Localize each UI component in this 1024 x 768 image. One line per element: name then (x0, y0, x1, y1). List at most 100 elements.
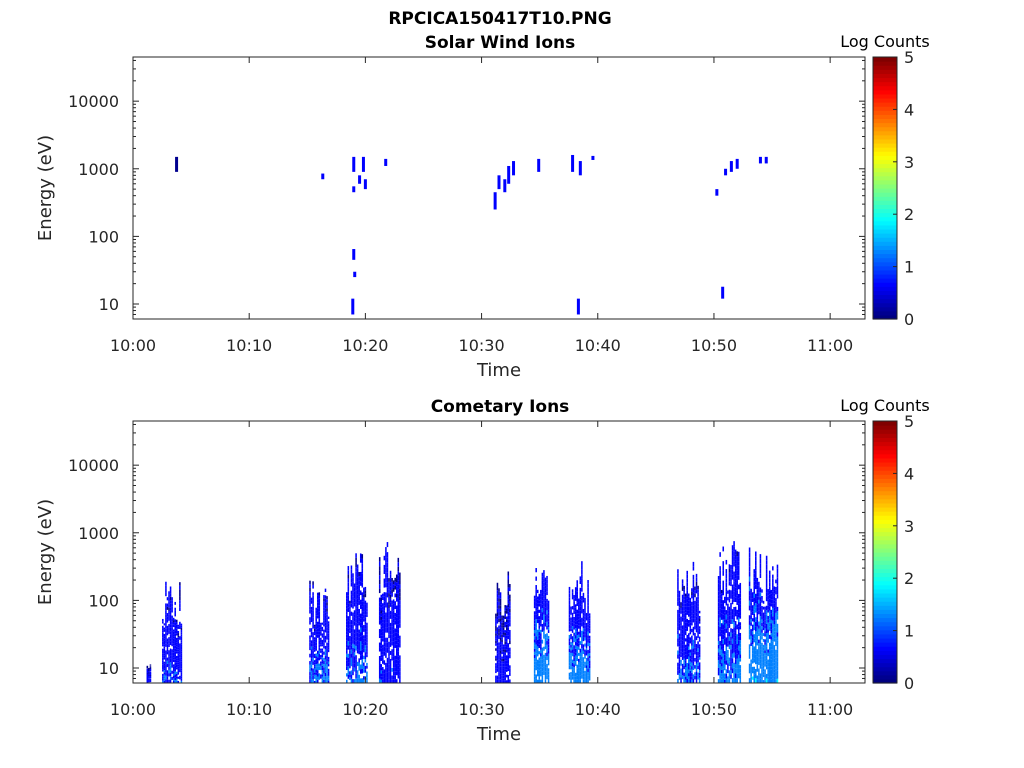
data-cell (570, 609, 572, 612)
data-cell (720, 606, 723, 610)
data-cell (504, 613, 506, 617)
data-cell (309, 606, 311, 610)
data-cell (168, 630, 170, 634)
data-cell (576, 594, 579, 599)
data-cell (359, 655, 362, 660)
data-cell (541, 675, 544, 680)
data-cell (762, 633, 765, 637)
data-cell (764, 617, 766, 621)
data-cell (541, 616, 544, 620)
data-cell (356, 564, 359, 569)
data-cell (358, 580, 360, 585)
data-cell (543, 606, 545, 611)
data-cell (767, 622, 769, 626)
data-cell (166, 638, 169, 642)
data-cell (535, 636, 537, 641)
data-cell (505, 666, 508, 670)
data-cell (346, 598, 348, 602)
data-cell (535, 606, 537, 611)
data-cell (175, 651, 178, 654)
data-cell (172, 664, 175, 667)
data-cell (350, 653, 353, 658)
data-cell (309, 661, 311, 665)
colorbar-band (873, 670, 897, 676)
data-cell (581, 630, 583, 636)
data-cell (720, 669, 723, 674)
data-cell (505, 610, 508, 614)
data-cell (507, 667, 510, 672)
data-cell (388, 671, 390, 676)
data-cell (775, 675, 777, 680)
data-cell (582, 612, 585, 616)
data-cell (717, 618, 720, 622)
colorbar-band (873, 122, 897, 128)
data-cell (501, 651, 503, 655)
data-cell (385, 602, 387, 608)
data-cell (386, 572, 389, 578)
data-cell (725, 587, 728, 592)
data-cell (171, 600, 173, 604)
data-cell (719, 589, 721, 595)
data-cell (570, 650, 572, 653)
data-cell (502, 627, 505, 631)
data-cell (764, 652, 766, 656)
data-cell (748, 591, 751, 596)
data-cell (347, 657, 350, 663)
data-cell (772, 624, 774, 629)
data-cell (688, 593, 690, 597)
data-cell (355, 664, 357, 670)
data-cell (149, 677, 152, 679)
data-cell (722, 678, 725, 683)
data-cell (359, 590, 362, 596)
data-cell (507, 647, 510, 652)
data-cell (737, 598, 740, 604)
data-cell (168, 673, 170, 677)
data-cell (727, 603, 729, 608)
data-cell (316, 676, 319, 680)
data-cell (698, 680, 701, 683)
data-cell (762, 662, 765, 666)
data-cell (587, 591, 589, 595)
data-cell (759, 606, 762, 612)
data-cell (588, 625, 591, 629)
data-cell (315, 626, 317, 630)
data-cell (584, 597, 586, 601)
data-cell (724, 657, 726, 661)
colorbar-tick-label: 1 (904, 622, 914, 641)
data-cell (391, 578, 393, 582)
data-cell (166, 663, 169, 668)
data-cell (776, 589, 779, 595)
data-cell (146, 667, 149, 669)
data-cell (316, 595, 319, 600)
data-cell (731, 648, 734, 654)
data-cell (770, 659, 773, 664)
data-cell (378, 656, 381, 661)
data-cell (324, 615, 327, 619)
data-cell (543, 574, 545, 579)
data-cell (389, 574, 392, 579)
data-cell (570, 663, 572, 667)
data-cell (547, 674, 550, 678)
data-cell (584, 652, 586, 656)
data-cell (767, 605, 769, 610)
data-cell (395, 659, 398, 664)
data-cell (318, 608, 321, 612)
colorbar-band (873, 453, 897, 459)
data-cell (171, 637, 173, 641)
data-cell (388, 623, 390, 627)
data-cell (146, 679, 149, 681)
data-cell (582, 621, 585, 626)
data-cell (324, 666, 327, 670)
data-cell (764, 658, 766, 662)
data-cell (680, 625, 682, 629)
data-cell (326, 617, 328, 621)
data-cell (310, 676, 313, 680)
data-cell (366, 611, 368, 615)
data-cell (695, 620, 698, 625)
data-cell (585, 657, 588, 661)
data-cell (356, 623, 359, 628)
colorbar-tick-label: 2 (904, 205, 914, 224)
data-cell (315, 653, 317, 657)
data-cell (309, 646, 311, 651)
data-cell (353, 610, 356, 615)
